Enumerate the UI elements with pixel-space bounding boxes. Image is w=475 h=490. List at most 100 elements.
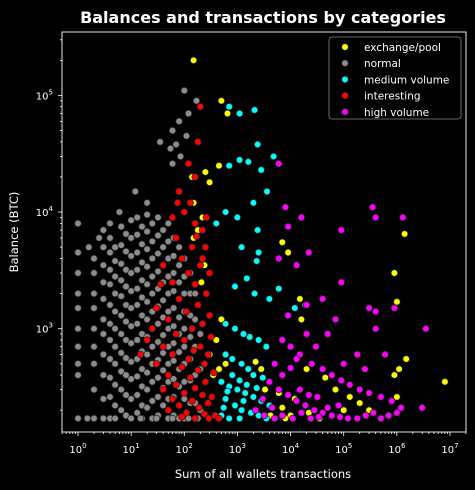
data-point [253, 384, 261, 392]
data-point [186, 374, 194, 382]
data-point [74, 343, 82, 351]
data-point [278, 411, 286, 420]
legend-label: normal [364, 58, 401, 70]
y-tick-label: 103 [36, 322, 53, 336]
data-point [204, 350, 212, 359]
data-point [180, 86, 188, 95]
data-point [143, 245, 151, 253]
data-point [241, 389, 249, 397]
data-point [246, 333, 254, 341]
legend-entry: exchange/pool [341, 42, 441, 54]
data-point [397, 404, 405, 412]
legend-entry: normal [341, 58, 401, 70]
data-point [196, 261, 204, 269]
data-point [221, 208, 230, 216]
data-point [143, 404, 151, 412]
data-point [111, 257, 119, 265]
data-point [365, 304, 373, 312]
data-point [337, 376, 345, 385]
data-point [180, 336, 188, 344]
data-point [361, 365, 369, 373]
data-point [143, 315, 151, 324]
data-point [286, 364, 295, 372]
data-point [117, 260, 125, 268]
series-normal [74, 86, 204, 423]
data-point [186, 199, 194, 207]
data-point [278, 371, 286, 379]
data-point [321, 374, 329, 382]
data-point [296, 295, 304, 303]
legend-label: exchange/pool [364, 42, 441, 54]
data-point [117, 367, 125, 376]
data-point [331, 385, 340, 394]
data-point [328, 411, 336, 420]
data-point [228, 355, 236, 363]
data-point [127, 339, 135, 347]
data-point [90, 254, 98, 263]
data-point [106, 248, 114, 257]
data-point [74, 325, 82, 333]
data-point [99, 278, 108, 286]
data-point [164, 219, 172, 228]
data-point [395, 365, 403, 373]
plot-frame [61, 31, 467, 433]
data-point [198, 391, 207, 399]
data-point [233, 385, 242, 394]
data-point [154, 231, 162, 240]
data-point [180, 325, 188, 333]
data-point [74, 360, 82, 368]
data-point [172, 234, 180, 242]
data-point [122, 391, 130, 399]
data-point [377, 393, 385, 401]
data-point [196, 343, 204, 351]
data-point [143, 385, 151, 394]
data-point [152, 414, 161, 423]
data-point [275, 285, 283, 293]
data-point [148, 289, 156, 298]
data-point [133, 391, 141, 399]
data-point [191, 289, 199, 298]
data-point [148, 219, 156, 228]
data-point [207, 333, 215, 341]
data-point [365, 389, 373, 397]
data-point [307, 414, 315, 423]
data-point [90, 343, 98, 351]
data-point [231, 282, 239, 291]
data-point [122, 317, 130, 326]
data-point [310, 406, 318, 414]
data-point [99, 243, 108, 251]
legend-label: interesting [364, 91, 421, 103]
data-point [74, 414, 82, 423]
data-point [127, 304, 135, 312]
data-point [133, 320, 141, 328]
data-point [196, 103, 204, 111]
x-tick-label: 103 [229, 442, 246, 456]
data-point [393, 298, 401, 306]
data-point [122, 282, 130, 291]
data-point [215, 162, 223, 170]
data-point [201, 243, 210, 251]
data-point [122, 247, 130, 256]
data-point [168, 414, 177, 423]
data-point [117, 349, 125, 357]
data-point [331, 315, 340, 324]
data-point [188, 243, 196, 251]
data-point [215, 365, 223, 373]
data-point [122, 354, 130, 362]
legend-label: medium volume [364, 74, 449, 86]
data-point [154, 267, 162, 276]
data-point [372, 213, 380, 222]
data-point [74, 219, 82, 228]
data-point [138, 311, 146, 320]
data-point [164, 237, 172, 246]
data-point [127, 414, 135, 423]
data-point [133, 285, 141, 293]
data-point [334, 401, 343, 410]
data-point [275, 254, 283, 263]
data-point [90, 385, 98, 394]
data-point [122, 371, 130, 379]
data-point [117, 292, 125, 300]
series-interesting [136, 103, 223, 423]
data-point [257, 365, 265, 373]
data-point [74, 304, 82, 312]
